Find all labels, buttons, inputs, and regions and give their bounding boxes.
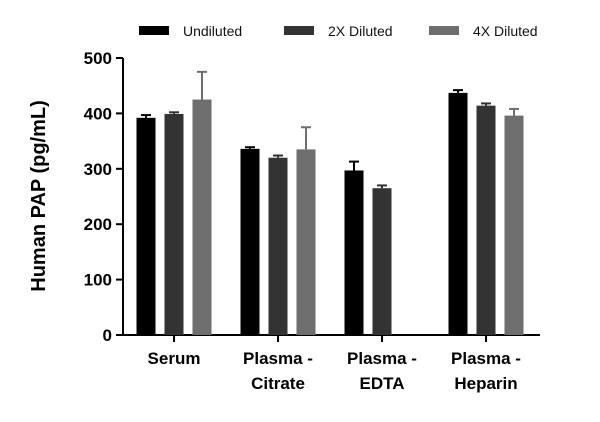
x-category-label: Plasma - — [347, 349, 417, 368]
y-tick-label: 0 — [103, 326, 112, 345]
y-tick-label: 200 — [84, 215, 112, 234]
bar — [448, 92, 468, 335]
x-category-label: EDTA — [359, 374, 404, 393]
bar — [192, 99, 212, 335]
legend-label: 2X Diluted — [328, 23, 393, 39]
legend-label: 4X Diluted — [473, 23, 538, 39]
bar — [240, 148, 260, 335]
legend-label: Undiluted — [183, 23, 242, 39]
bar — [296, 149, 316, 335]
y-tick-label: 500 — [84, 49, 112, 68]
x-category-label: Plasma - — [243, 349, 313, 368]
y-tick-label: 400 — [84, 104, 112, 123]
y-tick-label: 300 — [84, 160, 112, 179]
x-category-label: Citrate — [251, 374, 305, 393]
y-axis-title: Human PAP (pg/mL) — [28, 100, 50, 291]
bar — [504, 115, 524, 335]
bar — [164, 113, 184, 335]
legend-swatch — [139, 26, 169, 35]
bars — [136, 70, 524, 335]
y-tick-label: 100 — [84, 271, 112, 290]
legend-swatch — [429, 26, 459, 35]
x-axis: Serum Plasma - Citrate Plasma - EDTA Plasma -… — [123, 334, 540, 393]
x-category-label: Heparin — [454, 374, 517, 393]
bar — [136, 117, 156, 335]
bar — [344, 170, 364, 335]
bar — [476, 105, 496, 335]
y-axis: 0 100 200 300 400 500 — [84, 49, 124, 345]
bar — [372, 188, 392, 335]
legend-swatch — [284, 26, 314, 35]
legend: Undiluted 2X Diluted 4X Diluted — [139, 23, 538, 39]
x-category-label: Plasma - — [451, 349, 521, 368]
bar — [268, 157, 288, 335]
x-category-label: Serum — [148, 349, 201, 368]
